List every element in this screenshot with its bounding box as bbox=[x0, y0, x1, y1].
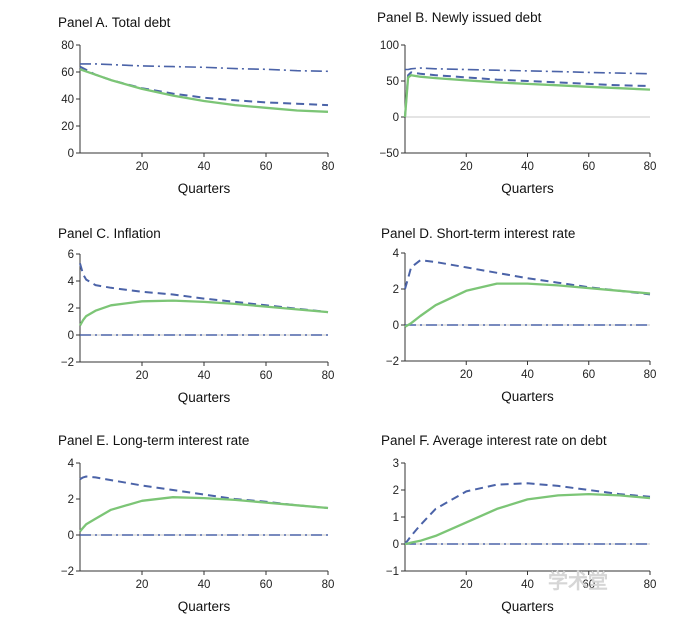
series-line-dashed bbox=[79, 65, 329, 107]
y-tick-label: 0 bbox=[68, 530, 74, 542]
x-tick-label: 60 bbox=[582, 161, 595, 173]
y-tick-label: 60 bbox=[61, 67, 74, 79]
y-tick-label: 2 bbox=[68, 494, 74, 506]
y-tick-label: 2 bbox=[68, 303, 74, 315]
panel-1: Panel A. Total debt 0 20 40 60 80 20 40 60 80 Quar… bbox=[58, 15, 334, 196]
y-tick-label: 0 bbox=[68, 330, 74, 342]
y-tick-label: 0 bbox=[393, 112, 399, 124]
x-tick-label: 20 bbox=[460, 161, 473, 173]
series-line-dashdot bbox=[80, 63, 329, 73]
series-line-solid bbox=[79, 496, 329, 533]
panel-title: Panel A. Total debt bbox=[58, 15, 171, 30]
y-tick-label: 0 bbox=[393, 539, 399, 551]
x-tick-label: 20 bbox=[136, 370, 149, 382]
series-line-dashed bbox=[79, 263, 329, 314]
y-tick-label: 4 bbox=[68, 458, 75, 470]
x-tick-label: 60 bbox=[582, 579, 595, 591]
panel-title: Panel C. Inflation bbox=[58, 226, 161, 241]
y-tick-label: 80 bbox=[61, 40, 74, 52]
panel-title: Panel D. Short-term interest rate bbox=[381, 226, 575, 241]
series-line-solid bbox=[404, 492, 651, 546]
x-tick-label: 60 bbox=[260, 161, 273, 173]
x-tick-label: 60 bbox=[260, 370, 273, 382]
x-axis-label: Quarters bbox=[501, 181, 554, 196]
series-line-solid bbox=[403, 74, 651, 118]
x-tick-label: 40 bbox=[521, 579, 534, 591]
y-tick-label: 0 bbox=[68, 148, 74, 160]
y-tick-label: 20 bbox=[61, 121, 74, 133]
panel-5: Panel E. Long-term interest rate −2 0 2 4 20 4… bbox=[58, 433, 334, 614]
x-tick-label: 80 bbox=[322, 579, 335, 591]
x-tick-label: 40 bbox=[521, 161, 534, 173]
y-tick-label: −1 bbox=[386, 566, 399, 578]
x-tick-label: 60 bbox=[582, 369, 595, 381]
x-tick-label: 20 bbox=[460, 369, 473, 381]
series-line-dashdot bbox=[405, 67, 651, 75]
series-line-solid bbox=[404, 282, 651, 328]
x-tick-label: 20 bbox=[460, 579, 473, 591]
x-axis-label: Quarters bbox=[178, 390, 231, 405]
x-tick-label: 60 bbox=[260, 579, 273, 591]
y-tick-label: 100 bbox=[380, 40, 399, 52]
y-tick-label: 4 bbox=[68, 276, 75, 288]
panel-2: Panel B. Newly issued debt −50 0 50 100 20 40 6… bbox=[377, 10, 656, 196]
y-tick-label: 50 bbox=[386, 76, 399, 88]
x-tick-label: 80 bbox=[322, 370, 335, 382]
series-line-dashed bbox=[404, 482, 651, 545]
y-tick-label: −2 bbox=[61, 566, 74, 578]
watermark: 学术堂 bbox=[548, 569, 608, 593]
y-tick-label: 3 bbox=[393, 458, 399, 470]
series-line-solid bbox=[78, 299, 329, 327]
y-tick-label: −2 bbox=[61, 357, 74, 369]
x-axis-label: Quarters bbox=[178, 599, 231, 614]
panel-6: Panel F. Average interest rate on debt −1… bbox=[381, 433, 656, 614]
x-tick-label: 80 bbox=[322, 161, 335, 173]
y-tick-label: 4 bbox=[393, 248, 400, 260]
y-tick-label: 40 bbox=[61, 94, 74, 106]
x-axis-label: Quarters bbox=[501, 389, 554, 404]
panel-title: Panel B. Newly issued debt bbox=[377, 10, 542, 25]
panel-title: Panel F. Average interest rate on debt bbox=[381, 433, 607, 448]
panel-4: Panel D. Short-term interest rate −2 0 2 4 20… bbox=[381, 226, 656, 404]
x-tick-label: 20 bbox=[136, 161, 149, 173]
y-tick-label: 2 bbox=[393, 485, 399, 497]
series-line-dashed bbox=[79, 475, 329, 509]
x-tick-label: 40 bbox=[198, 370, 211, 382]
x-tick-label: 80 bbox=[644, 579, 657, 591]
x-tick-label: 80 bbox=[644, 161, 657, 173]
series-line-solid bbox=[79, 68, 329, 113]
y-tick-label: 1 bbox=[393, 512, 399, 524]
x-axis-label: Quarters bbox=[501, 599, 554, 614]
y-tick-label: 0 bbox=[393, 320, 399, 332]
x-tick-label: 40 bbox=[198, 161, 211, 173]
panel-title: Panel E. Long-term interest rate bbox=[58, 433, 249, 448]
x-tick-label: 40 bbox=[521, 369, 534, 381]
x-tick-label: 40 bbox=[198, 579, 211, 591]
x-axis-label: Quarters bbox=[178, 181, 231, 196]
x-tick-label: 80 bbox=[644, 369, 657, 381]
x-tick-label: 20 bbox=[136, 579, 149, 591]
y-tick-label: 2 bbox=[393, 284, 399, 296]
y-tick-label: −50 bbox=[379, 148, 399, 160]
y-tick-label: 6 bbox=[68, 249, 74, 261]
panel-3: Panel C. Inflation −2 0 2 4 6 20 40 60 80 Quarters bbox=[58, 226, 334, 405]
series-line-dashed bbox=[404, 71, 651, 118]
y-tick-label: −2 bbox=[386, 356, 399, 368]
